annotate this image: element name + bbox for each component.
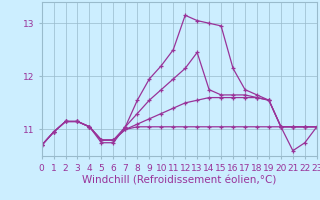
X-axis label: Windchill (Refroidissement éolien,°C): Windchill (Refroidissement éolien,°C) xyxy=(82,175,276,185)
